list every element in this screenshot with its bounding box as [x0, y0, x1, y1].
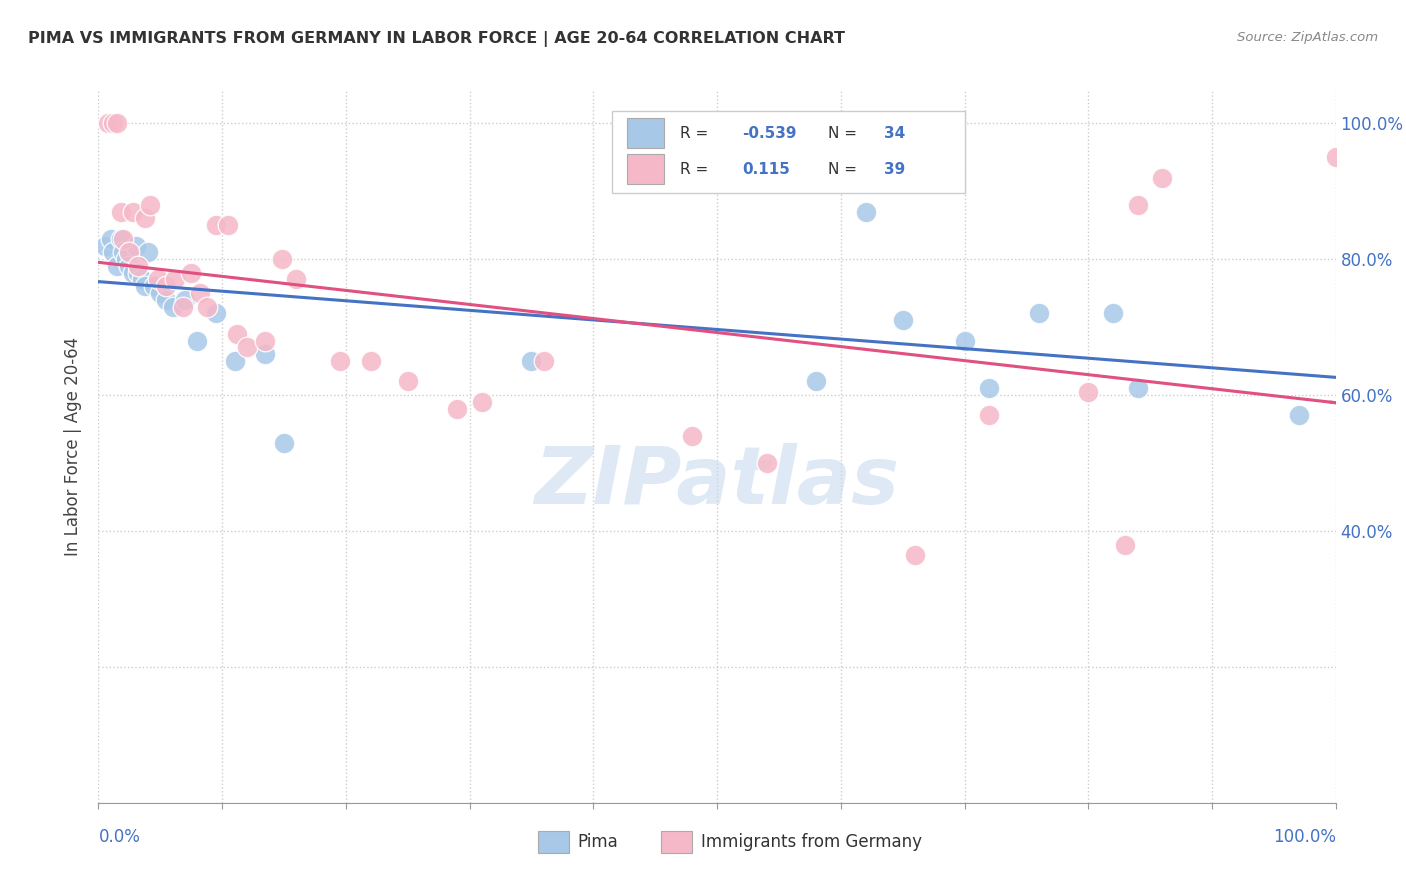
Point — [471, 394, 494, 409]
Point — [270, 252, 292, 266]
Point — [236, 341, 259, 355]
Text: N =: N = — [828, 161, 862, 177]
Text: 34: 34 — [884, 126, 905, 141]
Point — [165, 272, 187, 286]
Point — [396, 375, 419, 389]
Point — [226, 326, 249, 341]
Point — [224, 354, 246, 368]
Point — [103, 116, 125, 130]
Point — [124, 238, 146, 252]
Point — [979, 409, 1001, 423]
Point — [172, 300, 194, 314]
Point — [155, 293, 177, 307]
Point — [891, 313, 914, 327]
Text: 39: 39 — [884, 161, 905, 177]
Text: Immigrants from Germany: Immigrants from Germany — [702, 833, 922, 851]
Bar — [627, 119, 664, 148]
Point — [1028, 306, 1050, 320]
Point — [273, 435, 295, 450]
Point — [105, 116, 128, 130]
Point — [285, 272, 308, 286]
Point — [1114, 537, 1136, 551]
Bar — [627, 154, 664, 184]
Point — [329, 354, 352, 368]
Point — [162, 300, 184, 314]
Point — [446, 401, 468, 416]
Text: -0.539: -0.539 — [742, 126, 796, 141]
Point — [1102, 306, 1125, 320]
Text: R =: R = — [681, 161, 713, 177]
Point — [127, 259, 149, 273]
Point — [155, 279, 177, 293]
Point — [520, 354, 543, 368]
Point — [1126, 198, 1149, 212]
Point — [755, 456, 778, 470]
FancyBboxPatch shape — [612, 111, 965, 193]
Point — [136, 245, 159, 260]
Text: ZIPatlas: ZIPatlas — [534, 442, 900, 521]
Text: Source: ZipAtlas.com: Source: ZipAtlas.com — [1237, 31, 1378, 45]
Text: PIMA VS IMMIGRANTS FROM GERMANY IN LABOR FORCE | AGE 20-64 CORRELATION CHART: PIMA VS IMMIGRANTS FROM GERMANY IN LABOR… — [28, 31, 845, 47]
Point — [146, 272, 169, 286]
Point — [979, 381, 1001, 395]
Point — [110, 232, 132, 246]
Point — [681, 429, 703, 443]
Point — [217, 218, 239, 232]
Text: R =: R = — [681, 126, 713, 141]
Point — [1152, 170, 1174, 185]
Point — [205, 306, 228, 320]
Text: 0.0%: 0.0% — [98, 828, 141, 846]
Text: Pima: Pima — [578, 833, 619, 851]
Bar — [537, 831, 568, 853]
Point — [103, 245, 125, 260]
Text: N =: N = — [828, 126, 862, 141]
Point — [97, 116, 120, 130]
Point — [904, 548, 927, 562]
Point — [122, 266, 145, 280]
Point — [1077, 384, 1099, 399]
Text: 100.0%: 100.0% — [1272, 828, 1336, 846]
Point — [186, 334, 208, 348]
Point — [112, 232, 135, 246]
Point — [112, 245, 135, 260]
Point — [174, 293, 197, 307]
Text: 0.115: 0.115 — [742, 161, 790, 177]
Point — [134, 211, 156, 226]
Point — [180, 266, 202, 280]
Point — [143, 279, 166, 293]
Point — [855, 204, 877, 219]
Point — [205, 218, 228, 232]
Point — [953, 334, 976, 348]
Point — [131, 272, 153, 286]
Point — [139, 198, 162, 212]
Point — [122, 204, 145, 219]
Point — [114, 252, 136, 266]
Point — [134, 279, 156, 293]
Y-axis label: In Labor Force | Age 20-64: In Labor Force | Age 20-64 — [65, 336, 83, 556]
Point — [254, 334, 277, 348]
Point — [254, 347, 277, 361]
Point — [93, 238, 115, 252]
Point — [188, 286, 211, 301]
Point — [105, 259, 128, 273]
Point — [195, 300, 218, 314]
Point — [533, 354, 555, 368]
Point — [149, 286, 172, 301]
Point — [1126, 381, 1149, 395]
Point — [110, 204, 132, 219]
Point — [127, 266, 149, 280]
Point — [360, 354, 382, 368]
Point — [100, 232, 122, 246]
Point — [118, 259, 141, 273]
Point — [1324, 150, 1347, 164]
Point — [1288, 409, 1310, 423]
Bar — [661, 831, 692, 853]
Point — [804, 375, 827, 389]
Point — [118, 245, 141, 260]
